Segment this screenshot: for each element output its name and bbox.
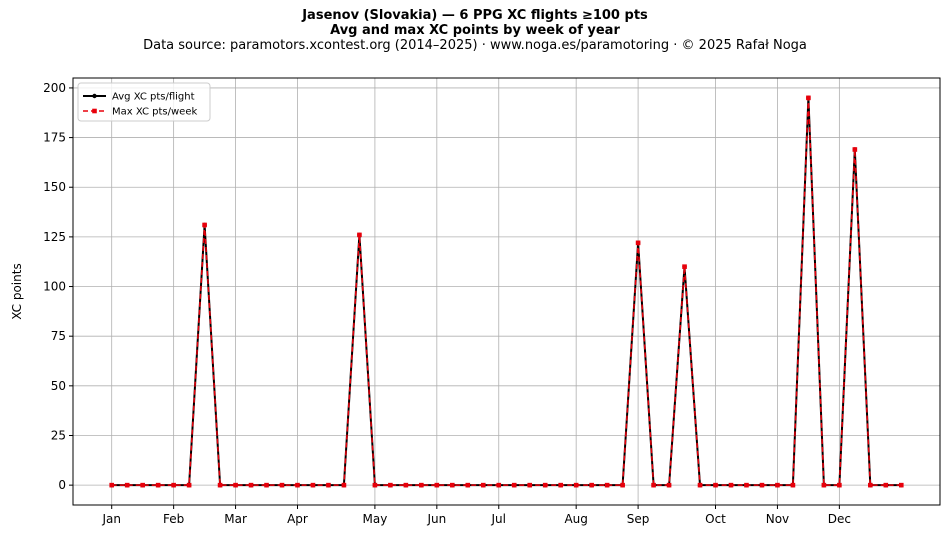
data-point (326, 482, 331, 488)
data-point (186, 482, 192, 488)
data-point (821, 482, 827, 488)
data-point (806, 95, 811, 101)
data-point (651, 482, 656, 488)
legend-box (77, 82, 211, 122)
legend-label: Avg XC pts/flight (112, 92, 195, 103)
data-point (264, 482, 269, 488)
data-point (868, 482, 873, 488)
y-tick-label: 175 (43, 131, 66, 145)
data-point (124, 482, 130, 488)
chart-subtitle: Data source: paramotors.xcontest.org (20… (143, 38, 807, 53)
data-point (155, 482, 161, 488)
data-point (248, 482, 254, 488)
series-line (111, 97, 902, 486)
data-point (635, 240, 641, 246)
plot-frame (72, 77, 941, 506)
x-tick-label: Apr (287, 512, 308, 526)
data-point (666, 482, 672, 488)
data-point (403, 482, 409, 488)
y-tick-label: 200 (43, 81, 66, 95)
data-point (357, 232, 362, 238)
y-tick-label: 25 (51, 428, 66, 442)
data-point (310, 482, 316, 488)
data-point (511, 482, 517, 488)
series-line (111, 96, 902, 487)
data-point (837, 482, 842, 488)
legend-marker (92, 93, 97, 99)
data-point (341, 482, 347, 488)
y-tick-label: 125 (43, 230, 66, 244)
data-point (604, 482, 610, 488)
data-point (558, 482, 563, 488)
data-point (573, 482, 579, 488)
data-point (744, 482, 749, 488)
data-point (527, 482, 533, 488)
data-point (713, 482, 718, 488)
x-tick-label: Jul (491, 512, 506, 526)
data-point (450, 482, 455, 488)
x-tick-label: Mar (224, 512, 247, 526)
data-point (542, 482, 548, 488)
chart-title-line2: Avg and max XC points by week of year (330, 23, 620, 38)
y-tick-label: 100 (43, 280, 66, 294)
series-max (109, 95, 904, 488)
x-tick-label: Aug (564, 512, 587, 526)
data-point (480, 482, 486, 488)
x-axis: Jan Feb Mar Apr May Jun Jul Aug Sep Oct Nov Dec (101, 505, 851, 526)
data-point (279, 482, 285, 488)
data-point (775, 482, 780, 488)
grid-lines (73, 78, 940, 505)
legend: Avg XC pts/flight Max XC pts/week (77, 82, 211, 122)
x-tick-label: Feb (163, 512, 184, 526)
legend-label: Max XC pts/week (112, 107, 197, 118)
data-point (140, 482, 145, 488)
data-point (217, 482, 223, 488)
data-point (202, 222, 207, 228)
data-point (852, 147, 858, 152)
series-avg (109, 95, 904, 488)
x-tick-label: May (362, 512, 387, 526)
data-point (682, 264, 687, 269)
data-point (589, 482, 594, 488)
data-point (388, 482, 393, 488)
data-point (419, 482, 424, 488)
data-point (728, 482, 734, 488)
data-point (496, 482, 502, 488)
y-tick-label: 75 (51, 329, 66, 343)
data-point (171, 482, 176, 488)
x-tick-label: Jan (101, 512, 121, 526)
y-tick-label: 0 (58, 478, 66, 492)
data-point (465, 482, 471, 488)
data-point (759, 482, 765, 488)
data-point (109, 482, 115, 488)
y-tick-label: 50 (51, 379, 66, 393)
data-point (295, 482, 300, 488)
chart-title: Jasenov (Slovakia) — 6 PPG XC flights ≥1… (302, 8, 648, 23)
y-axis: 0 25 50 75 100 125 150 175 200 (43, 81, 73, 492)
data-point (372, 482, 378, 488)
data-point (898, 482, 904, 488)
data-point (697, 482, 703, 488)
data-point (883, 482, 889, 488)
x-tick-label: Sep (627, 512, 650, 526)
chart-titles: Jasenov (Slovakia) — 6 PPG XC flights ≥1… (0, 8, 950, 54)
x-tick-label: Jun (426, 512, 446, 526)
data-point (434, 482, 440, 488)
y-tick-label: 150 (43, 180, 66, 194)
data-point (233, 482, 238, 488)
legend-entry: Avg XC pts/flight (83, 92, 195, 103)
x-tick-label: Oct (705, 512, 726, 526)
data-point (790, 482, 796, 488)
legend-marker (92, 108, 97, 114)
y-axis-label: XC points (10, 263, 24, 319)
x-tick-label: Nov (766, 512, 789, 526)
data-point (620, 482, 625, 488)
series-layer (109, 95, 904, 488)
legend-entry: Max XC pts/week (83, 107, 197, 118)
x-tick-label: Dec (828, 512, 851, 526)
